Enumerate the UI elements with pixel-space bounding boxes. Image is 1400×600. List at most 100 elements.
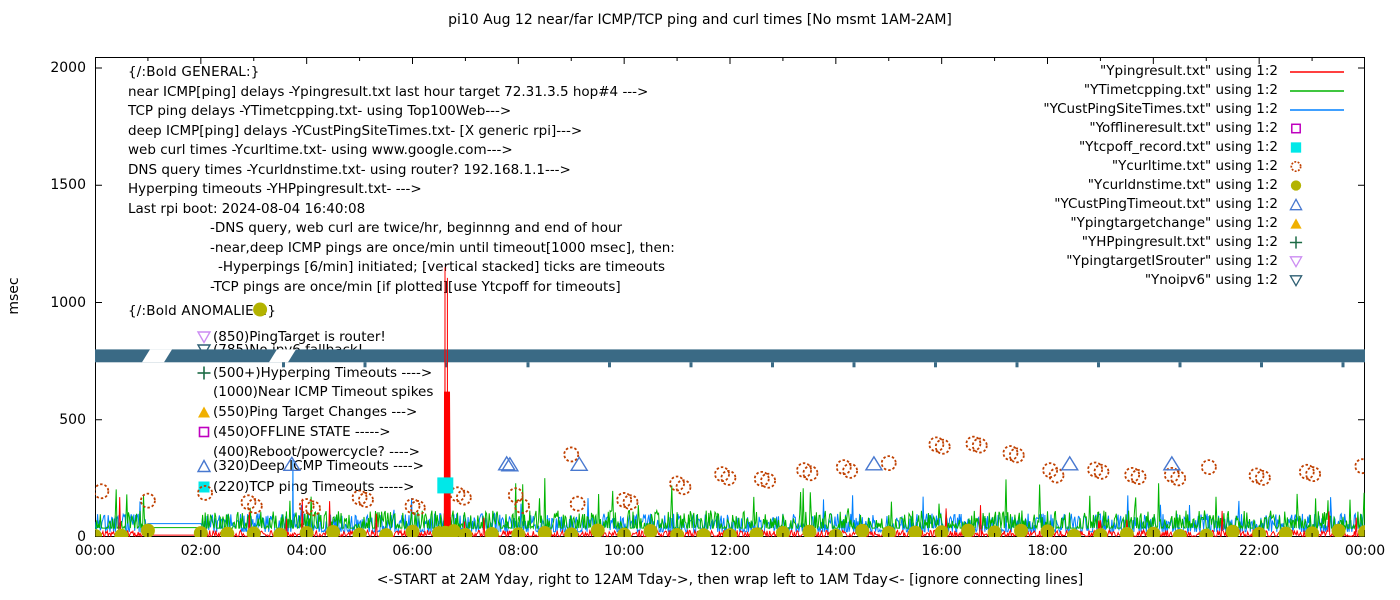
deep-icmp-timeout-point bbox=[497, 455, 516, 471]
curl-time-point bbox=[358, 492, 374, 508]
x-tick-label: 10:00 bbox=[603, 543, 645, 559]
dns-time-point bbox=[1119, 527, 1134, 537]
general-line: near ICMP[ping] delays -Ypingresult.txt … bbox=[128, 83, 649, 100]
curl-time-point bbox=[1002, 445, 1019, 461]
curl-time-point bbox=[95, 483, 110, 500]
dns-time-point bbox=[775, 525, 790, 537]
curl-time-point bbox=[1093, 463, 1110, 480]
blue-line-icon bbox=[1288, 102, 1346, 117]
legend-label: "Ycurldnstime.txt" using 1:2 bbox=[1087, 177, 1278, 193]
near-icmp-line bbox=[95, 267, 1365, 537]
open-down-triangle-icon bbox=[196, 329, 212, 345]
dns-time-point bbox=[696, 528, 711, 537]
curl-time-point bbox=[1248, 467, 1265, 484]
dns-time-point bbox=[643, 524, 658, 537]
dns-time-point bbox=[590, 523, 605, 537]
x-tick-label: 14:00 bbox=[815, 543, 856, 559]
curl-time-point bbox=[965, 435, 982, 452]
dns-time-point bbox=[881, 525, 896, 537]
dns-time-point bbox=[379, 528, 394, 537]
curl-time-point bbox=[842, 462, 859, 479]
curl-time-point bbox=[404, 498, 421, 514]
x-tick-label: 04:00 bbox=[286, 543, 327, 559]
anomaly-line: (1000)Near ICMP Timeout spikes bbox=[213, 384, 434, 401]
dns-time-outlier bbox=[253, 302, 268, 317]
x-tick-label: 12:00 bbox=[709, 543, 751, 559]
curl-time-point bbox=[1305, 466, 1322, 483]
legend-label: "YHPpingresult.txt" using 1:2 bbox=[1081, 234, 1278, 250]
curl-time-point bbox=[563, 446, 580, 463]
legend-item: "YCustPingSiteTimes.txt" using 1:2 bbox=[0, 100, 1400, 119]
general-header: {/:Bold GENERAL:} bbox=[128, 64, 260, 80]
dns-time-point bbox=[326, 524, 341, 537]
curl-time-point bbox=[140, 492, 156, 509]
dns-time-point bbox=[140, 523, 155, 537]
general-line: web curl times -Ycurltime.txt- using www… bbox=[128, 142, 513, 158]
legend-label: "Yofflineresult.txt" using 1:2 bbox=[1089, 120, 1278, 136]
plus-icon bbox=[196, 365, 212, 381]
filled-square-icon bbox=[196, 479, 212, 495]
legend-item: "Ycurltime.txt" using 1:2 bbox=[0, 157, 1400, 176]
curl-time-point bbox=[880, 455, 897, 472]
curl-time-point bbox=[934, 438, 951, 455]
dns-time-point bbox=[95, 528, 102, 537]
dns-time-point bbox=[114, 528, 129, 537]
x-tick-label: 16:00 bbox=[921, 543, 962, 559]
curl-time-point bbox=[802, 465, 819, 482]
y-tick-label: 0 bbox=[77, 529, 86, 545]
dns-time-point bbox=[1358, 525, 1365, 537]
legend-item: "Ynoipv6" using 1:2 bbox=[0, 271, 1400, 290]
x-tick-label: 00:00 bbox=[1344, 543, 1386, 559]
tcp-ping-line bbox=[95, 478, 1365, 531]
curl-time-point bbox=[760, 472, 776, 489]
curl-time-point bbox=[409, 500, 426, 516]
general-line: -Hyperpings [6/min] initiated; [vertical… bbox=[218, 259, 666, 275]
filled-square-icon bbox=[1288, 140, 1346, 155]
dns-time-point bbox=[537, 526, 552, 537]
curl-time-point bbox=[1048, 467, 1065, 484]
curl-time-point bbox=[1298, 463, 1315, 480]
legend-label: "Ypingresult.txt" using 1:2 bbox=[1100, 63, 1278, 79]
anomaly-line: (550)Ping Target Changes ---> bbox=[198, 403, 417, 421]
curl-time-point bbox=[835, 459, 852, 476]
legend-item: "Ypingtargetchange" using 1:2 bbox=[0, 214, 1400, 233]
filled-triangle-icon bbox=[1288, 216, 1346, 231]
dns-time-point bbox=[908, 525, 923, 537]
open-triangle-icon bbox=[196, 458, 212, 474]
general-line: -near,deep ICMP pings are once/min until… bbox=[210, 239, 675, 256]
y-tick-label: 500 bbox=[59, 411, 86, 428]
anomaly-line: (500+)Hyperping Timeouts ----> bbox=[197, 364, 432, 382]
y-tick-label: 1000 bbox=[50, 294, 86, 311]
curl-time-point bbox=[1124, 466, 1141, 483]
dns-time-point bbox=[564, 527, 579, 537]
general-line: deep ICMP[ping] delays -YCustPingSiteTim… bbox=[128, 122, 583, 139]
curl-time-point bbox=[240, 494, 257, 511]
legend-label: "YCustPingTimeout.txt" using 1:2 bbox=[1054, 196, 1278, 212]
legend-item: "YHPpingresult.txt" using 1:2 bbox=[0, 233, 1400, 252]
open-circle-icon bbox=[1288, 159, 1346, 174]
filled-triangle-icon bbox=[196, 404, 212, 420]
curl-time-point bbox=[507, 487, 524, 504]
curl-time-point bbox=[720, 470, 737, 486]
curl-time-point bbox=[1170, 470, 1187, 487]
legend-label: "Ypingtargetchange" using 1:2 bbox=[1070, 215, 1278, 231]
legend-item: "Ytcpoff_record.txt" using 1:2 bbox=[0, 138, 1400, 157]
curl-time-point bbox=[1008, 447, 1025, 464]
curl-time-point bbox=[246, 498, 263, 514]
deep-icmp-timeout-point bbox=[1162, 455, 1182, 471]
open-square-icon bbox=[196, 424, 212, 440]
curl-time-point bbox=[351, 489, 368, 506]
curl-time-point bbox=[1354, 458, 1365, 475]
x-tick-label: 22:00 bbox=[1238, 543, 1280, 559]
curl-time-point bbox=[455, 489, 472, 506]
filled-circle-icon bbox=[1288, 178, 1346, 193]
y-tick-label: 2000 bbox=[50, 60, 86, 76]
dns-time-outlier bbox=[446, 524, 461, 537]
deep-icmp-timeout-point bbox=[1060, 455, 1079, 471]
red-line-icon bbox=[1288, 64, 1346, 79]
open-square-icon bbox=[1288, 121, 1346, 136]
dns-time-point bbox=[1305, 526, 1320, 537]
curl-time-point bbox=[1042, 462, 1059, 479]
dns-time-point bbox=[1172, 528, 1187, 537]
